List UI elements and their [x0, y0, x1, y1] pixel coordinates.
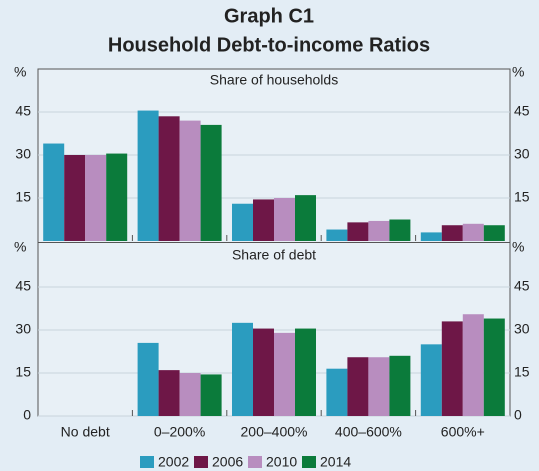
bar	[295, 328, 316, 416]
bar	[200, 374, 222, 416]
bar	[368, 357, 390, 416]
bar	[389, 219, 411, 241]
legend-label: 2006	[212, 454, 243, 470]
bar	[137, 110, 159, 241]
x-tick-label: 600%+	[441, 424, 485, 440]
y-tick-label: 45	[15, 103, 31, 119]
y2-tick-label: 30	[514, 146, 530, 162]
bar	[347, 357, 369, 416]
y-tick-label: 0	[23, 407, 31, 423]
bar	[420, 344, 442, 416]
bar	[200, 124, 222, 241]
y-unit: %	[14, 239, 26, 255]
bar	[179, 120, 201, 241]
panel-title: Share of debt	[232, 247, 316, 263]
chart-title: Graph C1	[224, 5, 314, 27]
y-tick-label: 30	[15, 321, 31, 337]
bar	[483, 318, 505, 416]
bar	[295, 195, 316, 241]
bar	[462, 223, 484, 241]
bar	[326, 368, 348, 416]
bar	[368, 220, 390, 241]
bar	[274, 198, 295, 241]
bar	[441, 225, 463, 241]
y-tick-label: 45	[15, 278, 31, 294]
bar	[43, 143, 65, 241]
legend-swatch	[248, 456, 262, 468]
bar	[441, 321, 463, 416]
y-tick-label: 15	[15, 364, 31, 380]
y2-tick-label: 15	[514, 189, 530, 205]
y-unit: %	[14, 64, 26, 80]
x-tick-label: 400–600%	[335, 424, 402, 440]
bar	[85, 155, 107, 241]
bar	[64, 155, 86, 241]
x-tick-label: 0–200%	[154, 424, 205, 440]
bar	[158, 116, 180, 241]
y2-tick-label: 15	[514, 364, 530, 380]
bar	[274, 332, 295, 416]
legend-label: 2002	[158, 454, 189, 470]
bar	[232, 322, 253, 416]
panel-title: Share of households	[210, 72, 338, 88]
y-tick-label: 30	[15, 146, 31, 162]
bar	[462, 314, 484, 416]
y2-unit: %	[512, 239, 524, 255]
bar	[137, 342, 159, 416]
bar	[326, 229, 348, 241]
x-tick-label: No debt	[61, 424, 110, 440]
chart-subtitle: Household Debt-to-income Ratios	[108, 34, 430, 56]
bar	[420, 232, 442, 241]
y2-tick-label: 45	[514, 278, 530, 294]
legend-swatch	[140, 456, 154, 468]
legend-label: 2014	[320, 454, 351, 470]
bar	[389, 355, 411, 416]
y-tick-label: 15	[15, 189, 31, 205]
bar	[253, 328, 274, 416]
bar	[253, 199, 274, 241]
x-tick-label: 200–400%	[241, 424, 308, 440]
y2-tick-label: 0	[514, 407, 522, 423]
y2-unit: %	[512, 64, 524, 80]
bar	[158, 370, 180, 416]
y2-tick-label: 45	[514, 103, 530, 119]
bar	[106, 153, 128, 241]
y2-tick-label: 30	[514, 321, 530, 337]
legend-label: 2010	[266, 454, 297, 470]
bar	[179, 373, 201, 416]
bar	[347, 222, 369, 241]
bar	[232, 203, 253, 241]
bar	[483, 225, 505, 241]
legend-swatch	[194, 456, 208, 468]
legend-swatch	[302, 456, 316, 468]
